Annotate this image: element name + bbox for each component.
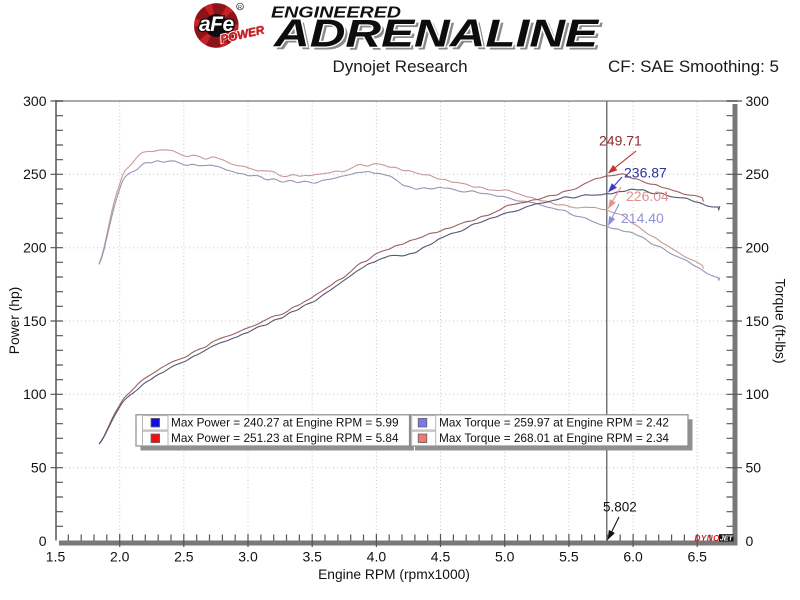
svg-text:3.0: 3.0 <box>238 549 258 565</box>
svg-text:236.87: 236.87 <box>624 165 667 181</box>
svg-text:aFe: aFe <box>199 13 235 36</box>
svg-text:Max Torque = 259.97 at Engine: Max Torque = 259.97 at Engine RPM = 2.42 <box>439 415 669 429</box>
svg-text:Max Torque = 268.01 at Engine: Max Torque = 268.01 at Engine RPM = 2.34 <box>439 431 669 445</box>
svg-text:300: 300 <box>746 93 770 109</box>
svg-text:100: 100 <box>23 386 47 402</box>
svg-text:6.0: 6.0 <box>623 549 643 565</box>
svg-text:JET: JET <box>720 534 734 543</box>
svg-text:Max Power = 240.27 at Engine R: Max Power = 240.27 at Engine RPM = 5.99 <box>171 415 399 429</box>
svg-text:0: 0 <box>746 533 754 549</box>
svg-text:100: 100 <box>746 386 770 402</box>
svg-text:2.5: 2.5 <box>174 549 194 565</box>
svg-text:DYNO: DYNO <box>695 534 721 543</box>
svg-text:200: 200 <box>23 240 47 256</box>
svg-text:1.5: 1.5 <box>46 549 66 565</box>
svg-text:R: R <box>238 5 242 11</box>
svg-text:214.40: 214.40 <box>621 210 664 226</box>
svg-text:ADRENALINE: ADRENALINE <box>276 16 603 59</box>
svg-text:5.0: 5.0 <box>495 549 515 565</box>
svg-text:Max Power = 251.23 at Engine R: Max Power = 251.23 at Engine RPM = 5.84 <box>171 431 399 445</box>
svg-text:300: 300 <box>23 93 47 109</box>
svg-text:3.5: 3.5 <box>302 549 322 565</box>
svg-text:4.5: 4.5 <box>431 549 451 565</box>
svg-text:ENGINEERED: ENGINEERED <box>271 5 402 22</box>
svg-text:2.0: 2.0 <box>110 549 130 565</box>
svg-text:250: 250 <box>23 166 47 182</box>
svg-text:0: 0 <box>39 533 47 549</box>
svg-text:50: 50 <box>31 460 47 476</box>
svg-text:6.5: 6.5 <box>687 549 707 565</box>
svg-text:250: 250 <box>746 166 770 182</box>
svg-text:5.5: 5.5 <box>559 549 579 565</box>
svg-text:226.04: 226.04 <box>626 188 669 204</box>
svg-text:50: 50 <box>746 460 762 476</box>
svg-text:150: 150 <box>746 313 770 329</box>
svg-text:249.71: 249.71 <box>599 133 642 149</box>
svg-text:4.0: 4.0 <box>367 549 387 565</box>
svg-text:150: 150 <box>23 313 47 329</box>
svg-text:Power (hp): Power (hp) <box>7 287 22 354</box>
svg-text:ADRENALINE: ADRENALINE <box>273 13 600 56</box>
svg-text:Engine RPM (rpmx1000): Engine RPM (rpmx1000) <box>318 567 470 582</box>
svg-text:200: 200 <box>746 240 770 256</box>
svg-text:5.802: 5.802 <box>603 500 637 515</box>
svg-text:Torque (ft-lbs): Torque (ft-lbs) <box>773 278 788 363</box>
